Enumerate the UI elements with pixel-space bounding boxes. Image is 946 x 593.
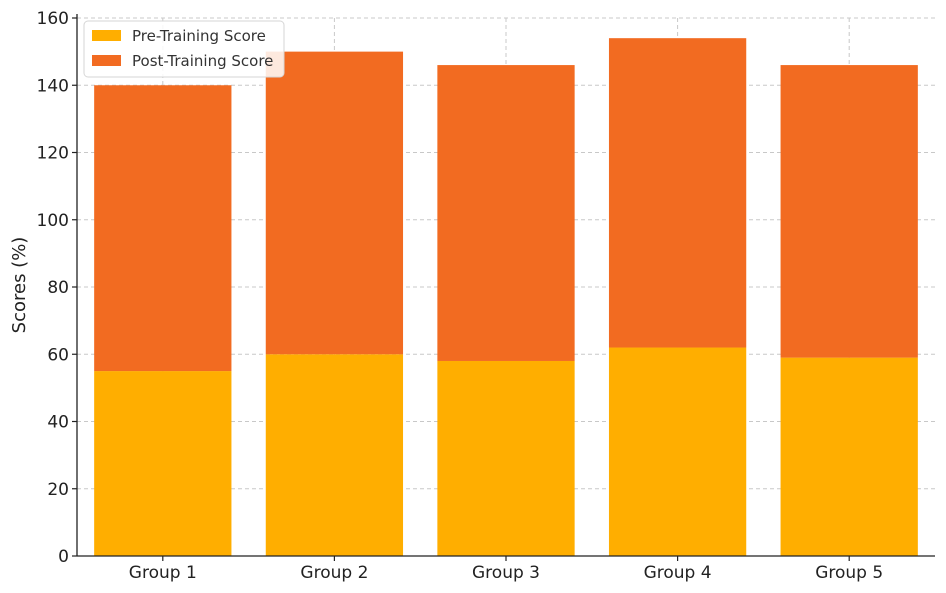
legend-swatch [92, 55, 121, 66]
legend-label: Pre-Training Score [132, 27, 266, 45]
bar-post-training-score-3 [437, 65, 575, 361]
bar-pre-training-score-3 [437, 360, 575, 556]
y-tick-label: 20 [47, 480, 69, 500]
legend-label: Post-Training Score [132, 52, 273, 70]
y-tick-label: 40 [47, 413, 69, 433]
x-tick-label: Group 4 [644, 563, 712, 583]
bars [94, 38, 918, 556]
legend-swatch [92, 30, 121, 41]
x-tick-label: Group 5 [815, 563, 883, 583]
bar-pre-training-score-1 [94, 371, 232, 556]
y-tick-label: 80 [47, 278, 69, 298]
tick-labels: 0 20 40 60 80 100 120 140 160 Group 1 Group 2 Group… [37, 9, 884, 583]
y-tick-label: 100 [37, 211, 69, 231]
bar-post-training-score-1 [94, 85, 232, 372]
y-tick-label: 60 [47, 345, 69, 365]
bar-post-training-score-2 [265, 51, 404, 355]
y-tick-label: 160 [37, 9, 69, 29]
bar-pre-training-score-2 [265, 354, 404, 556]
bar-post-training-score-5 [780, 65, 918, 358]
x-tick-label: Group 2 [300, 563, 368, 583]
bar-pre-training-score-4 [608, 347, 747, 556]
axes [72, 14, 935, 561]
y-tick-label: 120 [37, 144, 69, 164]
y-axis-label: Scores (%) [9, 237, 30, 334]
x-tick-label: Group 3 [472, 563, 540, 583]
y-tick-label: 0 [58, 547, 69, 567]
bar-post-training-score-4 [608, 38, 747, 348]
x-tick-label: Group 1 [129, 563, 197, 583]
bar-pre-training-score-5 [780, 357, 918, 556]
legend-box [83, 20, 285, 78]
legend: Pre-Training Score Post-Training Score [83, 20, 285, 78]
y-tick-label: 140 [37, 76, 69, 96]
